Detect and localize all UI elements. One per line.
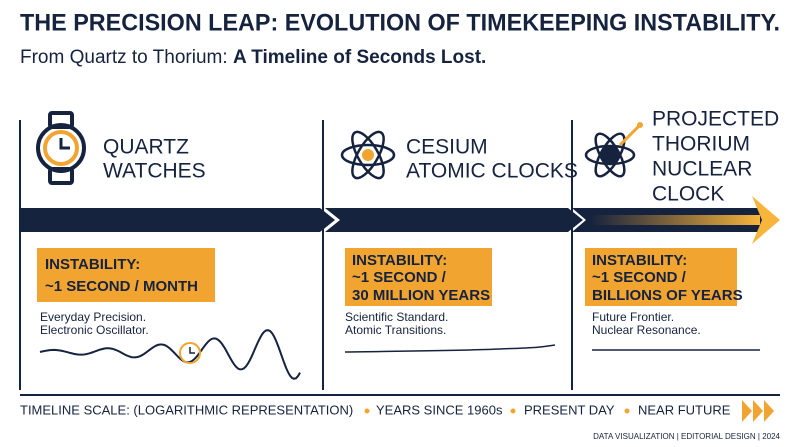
waves	[39, 329, 760, 380]
subtitle: From Quartz to Thorium: A Timeline of Se…	[20, 47, 486, 68]
instability-value: ~1 SECOND / MONTH	[45, 278, 198, 295]
instability-label: INSTABILITY:	[45, 256, 140, 273]
description: Scientific Standard.	[345, 310, 448, 324]
scale-item: PRESENT DAY	[524, 402, 615, 417]
watch-icon	[36, 111, 86, 185]
wave	[39, 329, 301, 380]
subtitle-emphasis: A Timeline of Seconds Lost.	[233, 47, 486, 68]
instability-value: ~1 SECOND /	[352, 269, 447, 286]
atom-icon	[340, 130, 396, 180]
instability-box	[37, 248, 215, 302]
subtitle-lead: From Quartz to Thorium:	[20, 47, 228, 68]
title: THE PRECISION LEAP: EVOLUTION OF TIMEKEE…	[20, 9, 780, 36]
instability-value: BILLIONS OF YEARS	[592, 287, 743, 304]
instability-box	[585, 248, 737, 306]
scale-item: YEARS SINCE 1960s	[376, 402, 503, 417]
stage-label: WATCHES	[103, 160, 206, 183]
stage-label: CLOCK	[652, 183, 724, 206]
scale-item: NEAR FUTURE	[638, 402, 731, 417]
instability-label: INSTABILITY:	[352, 252, 447, 269]
stage-label: CESIUM	[406, 136, 488, 159]
thorium-icon	[584, 122, 643, 178]
credit: DATA VISUALIZATION | EDITORIAL DESIGN | …	[593, 432, 780, 441]
descriptions: Everyday Precision. Electronic Oscillato…	[40, 310, 701, 337]
instability-value: 30 MILLION YEARS	[352, 287, 490, 304]
clock-icon	[179, 342, 201, 364]
stage-label: NUCLEAR	[652, 158, 752, 181]
instability-boxes: INSTABILITY: ~1 SECOND / MONTH INSTABILI…	[37, 248, 743, 306]
description: Everyday Precision.	[40, 310, 146, 324]
stage-label: THORIUM	[652, 133, 750, 156]
description: Future Frontier.	[592, 310, 674, 324]
frame	[19, 120, 780, 396]
description: Nuclear Resonance.	[592, 323, 701, 337]
stage-labels: QUARTZ WATCHES CESIUM ATOMIC CLOCKS PROJ…	[103, 108, 779, 206]
instability-value: ~1 SECOND /	[592, 269, 687, 286]
description: Atomic Transitions.	[345, 323, 446, 337]
instability-label: INSTABILITY:	[592, 252, 687, 269]
footer: TIMELINE SCALE: (LOGARITHMIC REPRESENTAT…	[20, 400, 781, 441]
scale-item: TIMELINE SCALE: (LOGARITHMIC REPRESENTAT…	[20, 402, 353, 417]
instability-box	[345, 248, 492, 306]
description: Electronic Oscillator.	[40, 323, 149, 337]
wave	[344, 344, 556, 353]
stage-label: PROJECTED	[652, 108, 779, 131]
timeline-arrow	[20, 196, 780, 244]
stage-label: ATOMIC CLOCKS	[406, 160, 578, 183]
stage-label: QUARTZ	[103, 136, 189, 159]
